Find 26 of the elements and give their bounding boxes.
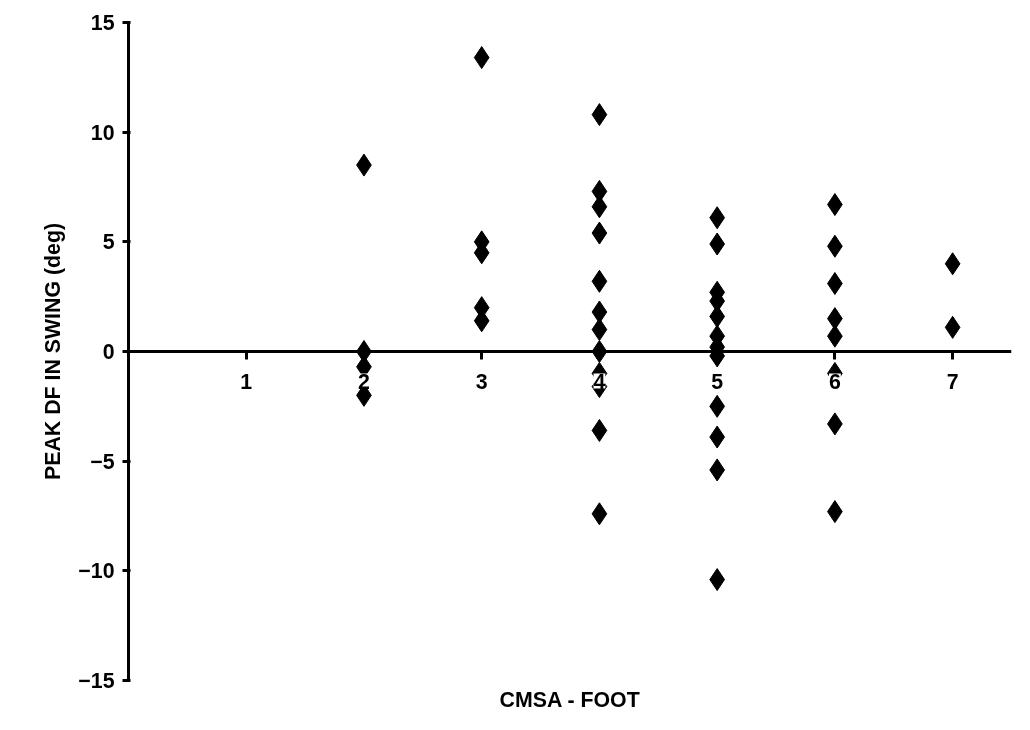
point — [591, 318, 608, 342]
y-axis-title: PEAK DF IN SWING (deg) — [41, 222, 66, 481]
y-tick-label: 5 — [102, 230, 115, 255]
point — [473, 46, 490, 70]
x-tick-label: 1 — [240, 369, 253, 394]
point — [591, 103, 608, 127]
point — [591, 418, 608, 442]
y-tick-label: −15 — [78, 669, 115, 693]
x-tick-label: 7 — [946, 369, 959, 394]
point — [591, 300, 608, 324]
y-tick-label: 15 — [90, 11, 115, 35]
point — [591, 502, 608, 526]
point — [944, 252, 961, 276]
x-tick-label: 4 — [593, 369, 606, 394]
y-tick-label: 0 — [102, 340, 115, 364]
x-axis-title: CMSA - FOOT — [499, 687, 640, 712]
y-tick-label: 10 — [90, 120, 115, 145]
x-tick-label: 5 — [711, 369, 724, 394]
point — [591, 221, 608, 245]
x-tick-label: 2 — [358, 369, 370, 394]
y-tick-label: −10 — [78, 559, 115, 584]
y-tick-label: −5 — [90, 449, 115, 474]
point — [591, 269, 608, 293]
x-tick-label: 6 — [828, 369, 841, 394]
point — [944, 315, 961, 339]
x-tick-label: 3 — [475, 369, 488, 394]
